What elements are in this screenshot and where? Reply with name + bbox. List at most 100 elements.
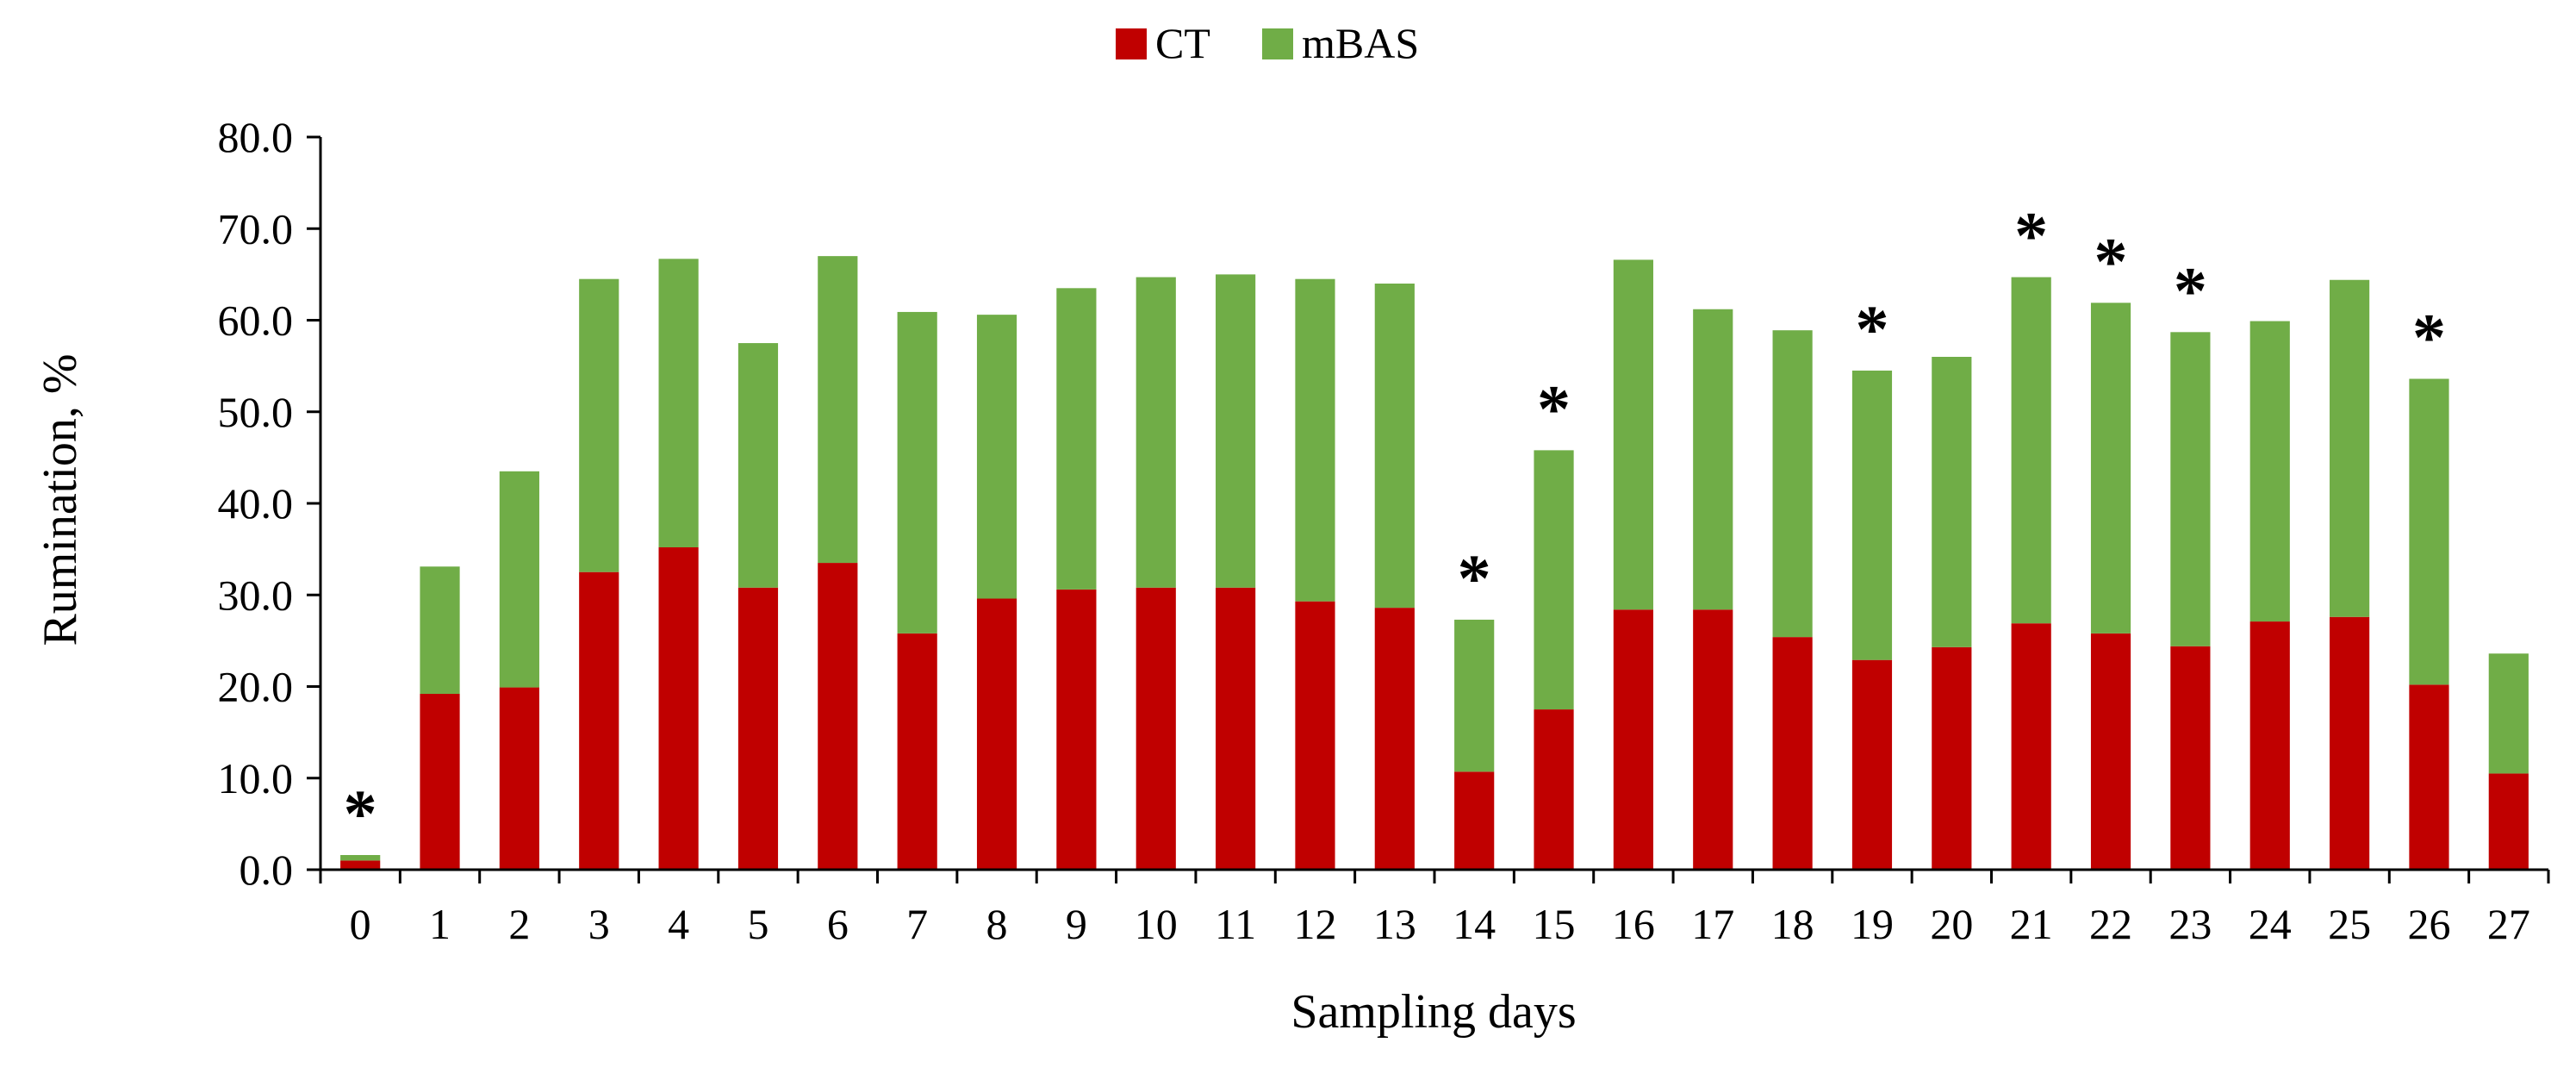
bar-mbas-day-3 [579,278,619,572]
bar-ct-day-2 [499,687,539,870]
y-axis-title: Rumination, % [34,353,87,646]
x-tick-label-22: 22 [2089,900,2132,948]
significance-marker-day-26: * [2412,300,2446,375]
x-tick-label-2: 2 [508,900,530,948]
y-tick-label-30.0: 30.0 [218,571,294,619]
bar-mbas-day-2 [499,471,539,688]
bar-mbas-day-7 [897,311,937,634]
x-tick-label-15: 15 [1533,900,1576,948]
bar-mbas-day-16 [1613,259,1653,610]
y-axis: 0.0 10.0 20.0 30.0 40.0 50.0 60.0 70.0 80.0 [218,113,322,894]
bar-group [340,256,2529,871]
bar-mbas-day-5 [737,343,779,588]
bar-ct-day-18 [1772,637,1813,871]
significance-marker-day-22: * [2094,223,2128,298]
x-tick-label-20: 20 [1930,900,1973,948]
bar-mbas-day-24 [2249,321,2290,622]
x-tick-label-8: 8 [986,900,1008,948]
bar-mbas-day-14 [1454,619,1495,772]
bar-mbas-day-27 [2488,653,2529,774]
x-tick-label-17: 17 [1691,900,1734,948]
significance-marker-day-23: * [2174,253,2207,328]
bar-mbas-day-12 [1295,278,1335,602]
bar-mbas-day-18 [1772,330,1813,638]
bar-ct-day-6 [818,563,858,870]
x-tick-label-12: 12 [1293,900,1336,948]
x-tick-label-14: 14 [1453,900,1496,948]
x-tick-label-26: 26 [2407,900,2450,948]
x-tick-label-18: 18 [1771,900,1814,948]
bar-mbas-day-25 [2330,279,2370,617]
bar-ct-day-23 [2170,646,2211,870]
x-tick-label-6: 6 [827,900,849,948]
significance-marker-day-19: * [1855,291,1888,366]
bar-ct-day-17 [1693,609,1733,870]
x-axis-title: Sampling days [1291,985,1576,1039]
y-tick-label-0.0: 0.0 [240,846,294,894]
legend-label-ct: CT [1155,19,1210,67]
x-tick-label-10: 10 [1135,900,1178,948]
bar-ct-day-12 [1295,601,1335,870]
bar-mbas-day-13 [1374,284,1415,609]
bar-mbas-day-6 [818,256,858,564]
bar-ct-day-0 [340,860,381,871]
bar-mbas-day-0 [340,855,381,861]
x-tick-label-5: 5 [747,900,768,948]
significance-markers: * * * * * * * * [344,198,2446,851]
significance-marker-day-21: * [2014,198,2048,273]
bar-mbas-day-17 [1693,309,1733,610]
bar-ct-day-15 [1534,709,1574,870]
x-tick-label-27: 27 [2487,900,2530,948]
legend: CT mBAS [1116,19,1419,67]
bar-ct-day-9 [1056,589,1097,871]
bar-ct-day-10 [1136,587,1176,870]
x-tick-label-11: 11 [1215,900,1256,948]
bar-ct-day-1 [420,694,460,870]
bar-ct-day-20 [1932,646,1972,870]
significance-marker-day-15: * [1537,371,1571,446]
y-tick-label-40.0: 40.0 [218,479,294,528]
bar-mbas-day-21 [2011,277,2051,624]
bar-ct-day-14 [1454,771,1495,870]
significance-marker-day-14: * [1458,540,1491,615]
x-tick-label-25: 25 [2328,900,2371,948]
bar-ct-day-24 [2249,621,2290,870]
bar-ct-day-13 [1374,608,1415,871]
y-tick-label-70.0: 70.0 [218,204,294,253]
x-tick-label-7: 7 [906,900,928,948]
bar-ct-day-16 [1613,609,1653,870]
bar-ct-day-7 [897,633,937,871]
bar-mbas-day-1 [420,566,460,694]
bar-ct-day-26 [2409,684,2449,871]
x-tick-label-9: 9 [1066,900,1087,948]
bar-mbas-day-26 [2409,378,2449,685]
bar-mbas-day-10 [1136,277,1176,588]
bar-ct-day-19 [1851,659,1893,870]
bar-mbas-day-15 [1534,450,1574,710]
bar-ct-day-4 [658,547,699,870]
x-tick-label-1: 1 [429,900,451,948]
x-tick-label-21: 21 [2010,900,2053,948]
bar-ct-day-11 [1216,587,1256,870]
y-tick-label-60.0: 60.0 [218,297,294,345]
bar-ct-day-25 [2330,616,2370,870]
x-tick-label-3: 3 [588,900,610,948]
bar-ct-day-21 [2011,623,2051,870]
bar-ct-day-22 [2090,633,2131,871]
bar-mbas-day-11 [1216,274,1256,588]
bar-mbas-day-8 [976,315,1017,599]
bar-mbas-day-19 [1851,370,1893,660]
bar-ct-day-3 [579,571,619,870]
x-tick-label-24: 24 [2249,900,2292,948]
y-tick-label-50.0: 50.0 [218,388,294,436]
legend-swatch-ct [1116,28,1147,59]
bar-mbas-day-23 [2170,332,2211,646]
x-axis: 0 1 2 3 4 5 6 7 8 9 10 11 12 13 14 15 16 17 18 19 20 21 22 23 24… [319,868,2550,948]
legend-swatch-mbas [1262,28,1293,59]
y-tick-label-10.0: 10.0 [218,754,294,802]
x-tick-label-16: 16 [1612,900,1655,948]
y-tick-label-20.0: 20.0 [218,663,294,711]
bar-mbas-day-4 [658,259,699,547]
